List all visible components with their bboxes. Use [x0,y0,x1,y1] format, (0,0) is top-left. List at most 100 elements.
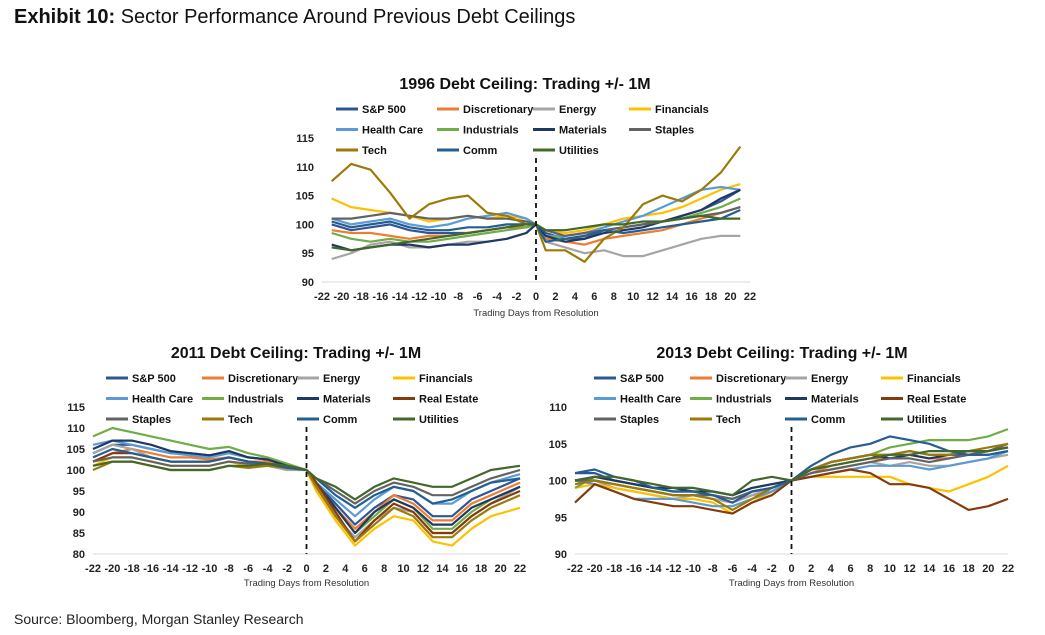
chart-title: 1996 Debt Ceiling: Trading +/- 1M [399,76,650,93]
x-tick-label: 20 [494,563,506,575]
x-tick-label: 8 [611,291,617,303]
x-tick-label: 2 [552,291,558,303]
legend-label-tech: Tech [228,414,253,426]
x-tick-label: 18 [963,563,975,575]
x-tick-label: 14 [666,291,679,303]
x-tick-label: 14 [923,563,936,575]
x-tick-label: 4 [572,291,579,303]
legend-label-energy: Energy [811,373,849,385]
x-tick-label: -20 [334,291,350,303]
y-tick-label: 105 [296,191,314,203]
y-tick-label: 100 [549,476,567,488]
legend-label-financials: Financials [419,373,473,385]
legend-label-real-estate: Real Estate [907,394,966,406]
x-tick-label: -12 [665,563,681,575]
x-tick-label: 4 [828,563,835,575]
legend-label-discretionary: Discretionary [463,104,534,116]
x-axis-label: Trading Days from Resolution [729,578,854,589]
x-tick-label: -8 [224,563,234,575]
x-tick-label: -12 [411,291,427,303]
y-tick-label: 90 [73,507,85,519]
legend-label-comm: Comm [323,414,357,426]
legend-label-health-care: Health Care [362,125,423,137]
x-tick-label: -10 [202,563,218,575]
x-tick-label: -22 [85,563,101,575]
x-tick-label: -22 [567,563,583,575]
source-note: Source: Bloomberg, Morgan Stanley Resear… [14,611,304,627]
x-tick-label: -2 [767,563,777,575]
x-tick-label: 20 [982,563,994,575]
legend-label-health-care: Health Care [132,394,193,406]
x-axis-label: Trading Days from Resolution [473,308,598,319]
legend-label-s-p-500: S&P 500 [362,104,406,116]
legend-label-s-p-500: S&P 500 [620,373,664,385]
x-tick-label: -10 [431,291,447,303]
chart-title: 2011 Debt Ceiling: Trading +/- 1M [171,345,421,362]
y-tick-label: 85 [73,528,85,540]
y-tick-label: 90 [302,277,314,289]
x-tick-label: 22 [1002,563,1014,575]
legend-label-discretionary: Discretionary [716,373,787,385]
x-tick-label: -14 [163,563,180,575]
legend-label-tech: Tech [716,414,741,426]
x-tick-label: 22 [744,291,756,303]
x-tick-label: 0 [788,563,794,575]
x-tick-label: 2 [808,563,814,575]
x-tick-label: 14 [436,563,449,575]
x-tick-label: 22 [514,563,526,575]
x-tick-label: -16 [372,291,388,303]
legend-label-tech: Tech [362,145,387,157]
x-tick-label: -4 [263,563,274,575]
legend-label-energy: Energy [323,373,361,385]
x-tick-label: -14 [392,291,409,303]
chart-title: 2013 Debt Ceiling: Trading +/- 1M [656,345,907,362]
y-tick-label: 105 [549,439,567,451]
x-tick-label: -12 [182,563,198,575]
x-tick-label: -14 [646,563,663,575]
x-tick-label: -6 [473,291,483,303]
legend-label-utilities: Utilities [559,145,599,157]
x-tick-label: -4 [747,563,758,575]
x-tick-label: -18 [353,291,369,303]
legend-label-utilities: Utilities [419,414,459,426]
x-tick-label: 8 [867,563,873,575]
y-tick-label: 115 [296,133,314,145]
x-tick-label: 10 [397,563,409,575]
y-tick-label: 95 [302,248,314,260]
x-tick-label: -6 [728,563,738,575]
y-tick-label: 95 [555,512,567,524]
legend-label-s-p-500: S&P 500 [132,373,176,385]
x-tick-label: 16 [943,563,955,575]
legend-label-industrials: Industrials [716,394,772,406]
legend-label-utilities: Utilities [907,414,947,426]
chart-2: 2011 Debt Ceiling: Trading +/- 1M S&P 500… [67,345,526,589]
legend-label-materials: Materials [811,394,859,406]
x-tick-label: 16 [686,291,698,303]
series-line-health-care [92,439,521,518]
x-tick-label: 8 [381,563,387,575]
legend-label-financials: Financials [907,373,961,385]
y-tick-label: 95 [73,486,85,498]
x-tick-label: 18 [705,291,717,303]
y-tick-label: 90 [555,549,567,561]
series-line-utilities [574,446,1009,497]
x-tick-label: -8 [453,291,463,303]
x-tick-label: -10 [685,563,701,575]
legend-label-energy: Energy [559,104,597,116]
x-tick-label: 10 [627,291,639,303]
x-tick-label: 12 [903,563,915,575]
x-tick-label: -16 [143,563,159,575]
x-tick-label: -4 [492,291,503,303]
x-tick-label: -16 [626,563,642,575]
x-tick-label: 6 [362,563,368,575]
series-line-utilities [92,460,521,501]
legend-label-industrials: Industrials [228,394,284,406]
x-tick-label: -2 [282,563,292,575]
x-tick-label: 16 [456,563,468,575]
legend-label-health-care: Health Care [620,394,681,406]
x-tick-label: -18 [606,563,622,575]
x-tick-label: 2 [323,563,329,575]
x-tick-label: -22 [314,291,330,303]
x-tick-label: 6 [591,291,597,303]
